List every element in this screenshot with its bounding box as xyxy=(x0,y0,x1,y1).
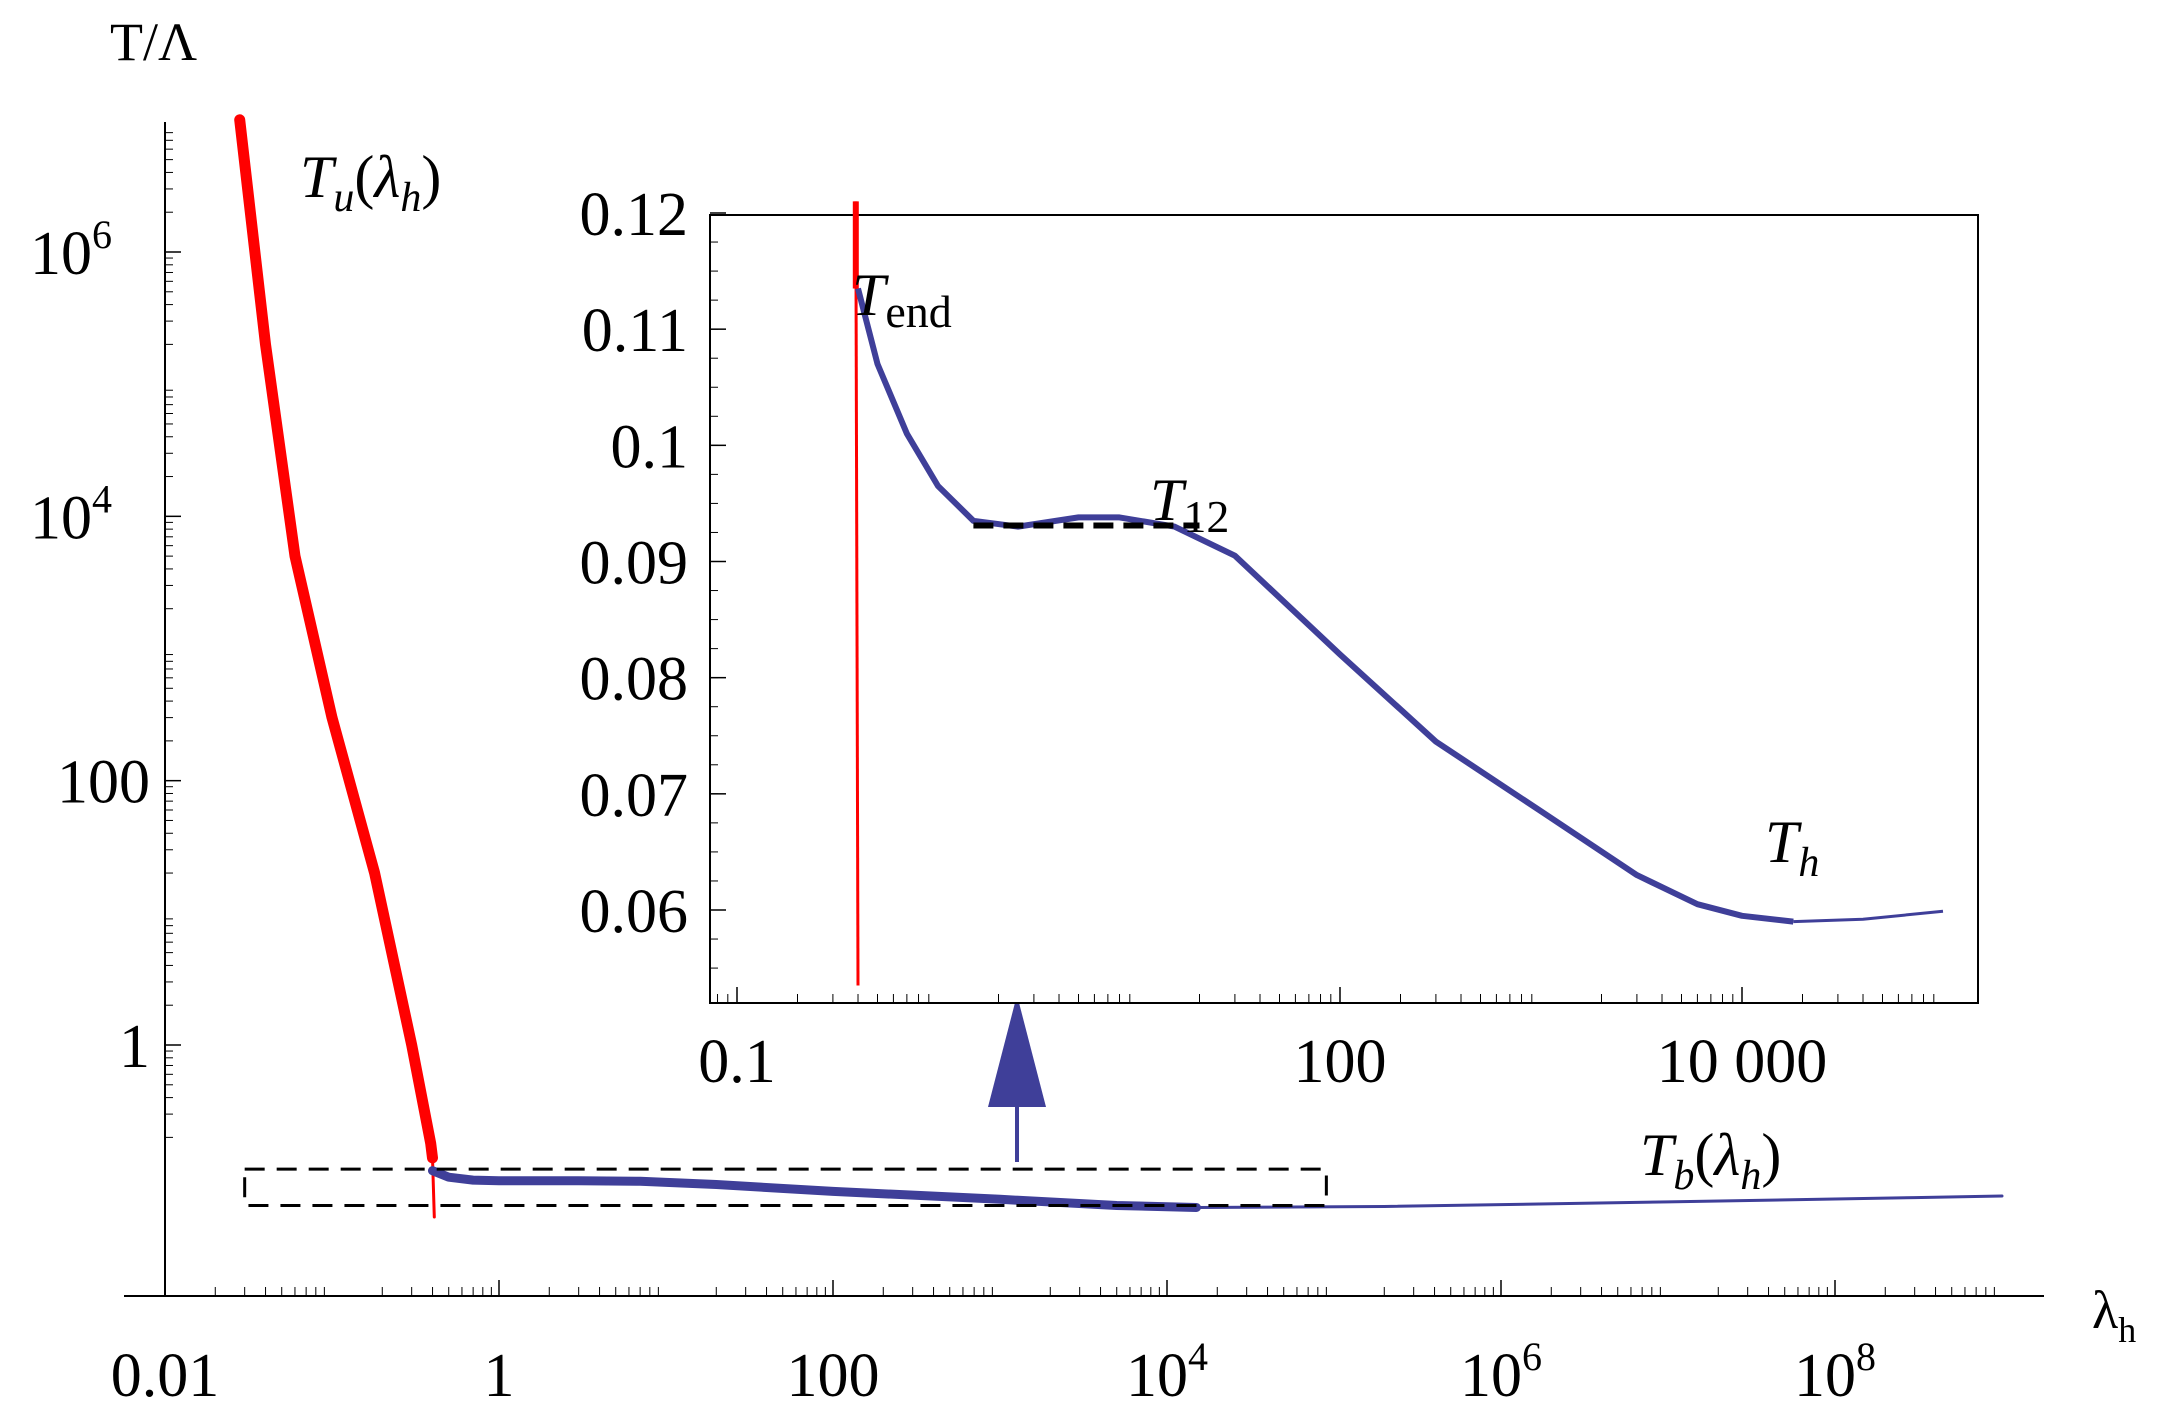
main-x-tick-label-2: 100 xyxy=(787,1342,880,1410)
inset-x-tick-label-0: 0.1 xyxy=(698,1028,776,1096)
inset-series-2 xyxy=(855,287,1794,925)
main-y-tick-label-1: 100 xyxy=(57,749,150,817)
main-x-tick-label-4: 106 xyxy=(1460,1334,1542,1410)
main-y-axis-title: T/Λ xyxy=(110,12,197,72)
main-y-tick-label-2: 104 xyxy=(30,476,112,552)
x-title-lambda: λ xyxy=(2092,1280,2118,1340)
main-x-tick-label-1: 1 xyxy=(484,1342,515,1410)
inset-series xyxy=(852,201,1944,986)
zoom-arrow-head xyxy=(988,995,1046,1107)
label-tb: Tb(λh) xyxy=(1640,1122,1781,1199)
inset-x-tick-label-2: 10 000 xyxy=(1657,1028,1828,1096)
main-x-tick-label-3: 104 xyxy=(1126,1334,1208,1410)
main-x-axis-title: λh xyxy=(2092,1280,2136,1350)
inset-y-tick-label-6: 0.12 xyxy=(580,181,689,249)
main-y-tick-label-0: 1 xyxy=(119,1013,150,1081)
zoom-box xyxy=(243,1167,1328,1208)
inset-series-3 xyxy=(1793,909,1944,924)
inset-x-tick-label-1: 100 xyxy=(1294,1028,1387,1096)
label-tend: Tend xyxy=(852,262,952,337)
inset-frame xyxy=(709,214,1979,1004)
main-x-tick-label-0: 0.01 xyxy=(111,1342,220,1410)
label-th: Th xyxy=(1765,809,1819,886)
main-series xyxy=(234,114,2004,1219)
main-series-0 xyxy=(234,114,438,1164)
inset-y-tick-label-3: 0.09 xyxy=(580,530,689,598)
inset-y-tick-label-5: 0.11 xyxy=(582,297,688,365)
inset-series-0 xyxy=(854,201,860,986)
inset-y-tick-label-1: 0.07 xyxy=(580,762,689,830)
x-title-sub: h xyxy=(2118,1310,2136,1350)
main-y-tick-label-3: 106 xyxy=(30,212,112,288)
main-y-ticks: 1 100 104 106 xyxy=(30,132,181,1138)
main-x-tick-label-5: 108 xyxy=(1794,1334,1876,1410)
label-tu: Tu(λh) xyxy=(300,144,441,221)
inset-x-ticks: 0.1 100 10 000 xyxy=(698,987,1935,1096)
label-t12: T12 xyxy=(1150,467,1229,542)
inset-y-tick-label-0: 0.06 xyxy=(580,878,689,946)
main-x-ticks: 0.01 1 100 104 106 108 xyxy=(111,1280,1995,1410)
inset-y-tick-label-4: 0.1 xyxy=(611,413,689,481)
main-series-2 xyxy=(428,1166,1201,1212)
inset-y-tick-label-2: 0.08 xyxy=(580,646,689,714)
inset-y-ticks: 0.06 0.07 0.08 0.09 0.1 0.11 0.12 xyxy=(580,181,726,969)
